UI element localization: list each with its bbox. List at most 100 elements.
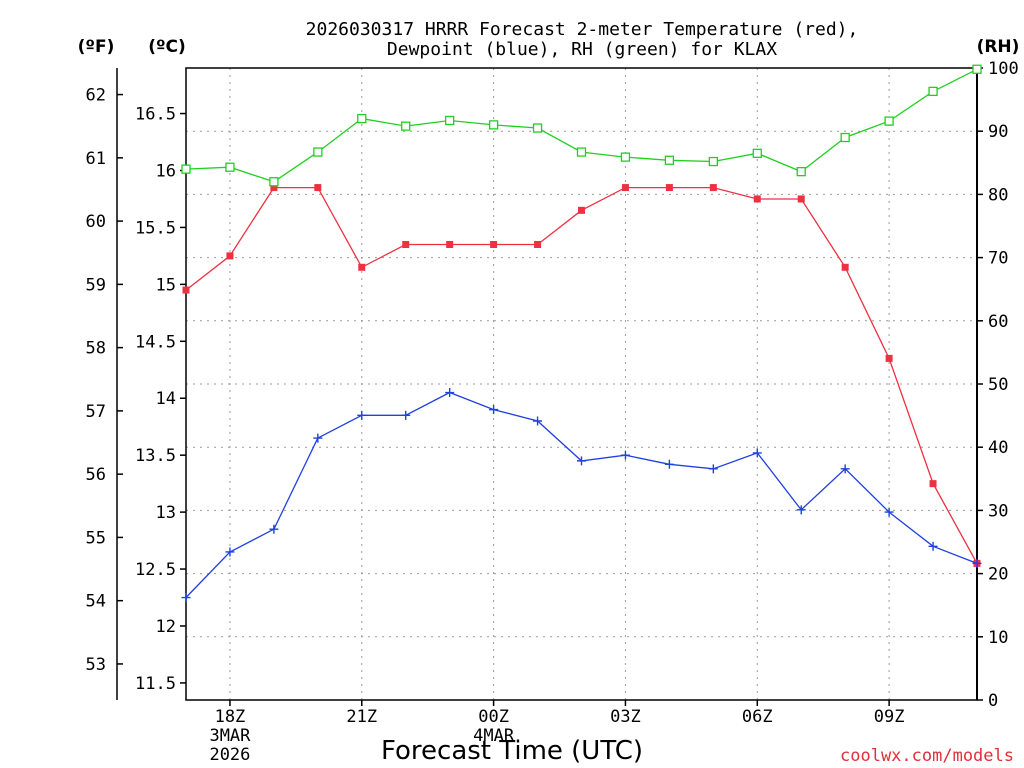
rh-tick-label: 40 xyxy=(988,438,1008,458)
temperature-marker xyxy=(490,241,498,249)
temperature-marker xyxy=(929,480,937,488)
celsius-tick-label: 13 xyxy=(156,503,176,523)
series-layer xyxy=(181,64,982,603)
rh-marker xyxy=(576,147,587,157)
fahrenheit-tick-label: 58 xyxy=(86,339,106,359)
celsius-tick-label: 15.5 xyxy=(135,218,176,238)
rh-tick-label: 70 xyxy=(988,249,1008,269)
temperature-marker xyxy=(314,184,322,192)
fahrenheit-unit-label: (ºF) xyxy=(78,37,115,57)
rh-tick-label: 0 xyxy=(988,691,998,711)
temperature-marker xyxy=(270,184,278,192)
credit-text: coolwx.com/models xyxy=(840,746,1014,766)
temperature-marker xyxy=(578,206,585,214)
chart-title-line-1: 2026030317 HRRR Forecast 2-meter Tempera… xyxy=(306,19,859,40)
chart-title-line-2: Dewpoint (blue), RH (green) for KLAX xyxy=(387,39,777,60)
celsius-tick-label: 12.5 xyxy=(135,560,176,580)
rh-marker xyxy=(972,64,982,74)
rh-marker xyxy=(532,123,543,133)
time-tick-label: 4MAR xyxy=(473,726,515,746)
rh-marker xyxy=(269,177,279,187)
temperature-marker xyxy=(841,263,849,271)
rh-line xyxy=(185,68,978,183)
dewpoint-marker xyxy=(269,524,279,534)
rh-tick-label: 80 xyxy=(988,185,1008,205)
temperature-marker xyxy=(182,286,190,294)
rh-marker xyxy=(620,152,631,162)
fahrenheit-tick-label: 54 xyxy=(86,592,106,612)
dewpoint-marker xyxy=(708,464,718,474)
fahrenheit-tick-label: 61 xyxy=(86,149,106,169)
grid-lines xyxy=(186,68,977,700)
dewpoint-marker xyxy=(357,410,367,420)
dewpoint-marker xyxy=(533,416,543,426)
celsius-tick-label: 16.5 xyxy=(135,105,176,125)
dewpoint-marker xyxy=(664,459,674,469)
rh-marker xyxy=(357,113,367,124)
temperature-marker xyxy=(665,184,673,192)
time-tick-label: 18Z xyxy=(215,707,246,727)
fahrenheit-tick-label: 57 xyxy=(86,402,106,422)
rh-marker xyxy=(884,116,894,126)
temperature-marker xyxy=(709,184,717,192)
dewpoint-marker xyxy=(401,410,411,420)
rh-tick-label: 50 xyxy=(988,375,1008,395)
rh-marker xyxy=(840,132,850,143)
rh-marker xyxy=(708,156,718,167)
rh-marker xyxy=(488,120,499,130)
dewpoint-marker xyxy=(972,558,982,568)
temperature-marker xyxy=(226,252,234,260)
celsius-tick-label: 16 xyxy=(156,161,176,181)
dewpoint-marker xyxy=(928,541,938,551)
fahrenheit-tick-label: 53 xyxy=(86,655,106,675)
fahrenheit-tick-label: 56 xyxy=(86,465,106,485)
temperature-marker xyxy=(402,241,410,249)
temperature-marker xyxy=(621,184,629,192)
celsius-tick-label: 14.5 xyxy=(135,332,176,352)
rh-series xyxy=(181,64,982,187)
celsius-axis: 11.5 12 12.5 13 13.5 14 14.5 15 15.5 16 16.5 xyxy=(135,105,186,694)
rh-marker xyxy=(928,86,938,97)
rh-tick-label: 30 xyxy=(988,501,1008,521)
rh-tick-label: 90 xyxy=(988,122,1008,142)
celsius-tick-label: 12 xyxy=(156,617,176,637)
temperature-line xyxy=(185,186,978,564)
rh-marker xyxy=(401,121,411,131)
dewpoint-marker xyxy=(445,388,455,398)
dewpoint-marker xyxy=(577,456,586,466)
time-tick-label: 21Z xyxy=(346,707,377,727)
temperature-marker xyxy=(753,195,761,203)
fahrenheit-tick-label: 62 xyxy=(86,86,106,106)
dewpoint-marker xyxy=(840,464,850,474)
temperature-marker xyxy=(446,241,454,249)
rh-tick-label: 20 xyxy=(988,565,1008,585)
rh-marker xyxy=(796,166,806,177)
rh-marker xyxy=(313,147,323,157)
time-tick-label: 06Z xyxy=(742,707,773,727)
rh-marker xyxy=(445,115,455,126)
dewpoint-series xyxy=(181,388,982,603)
fahrenheit-tick-label: 55 xyxy=(86,528,106,548)
celsius-tick-label: 13.5 xyxy=(135,446,176,466)
rh-tick-label: 100 xyxy=(988,59,1019,79)
temperature-series xyxy=(182,184,981,567)
dewpoint-marker xyxy=(225,547,235,557)
rh-marker xyxy=(752,148,762,158)
time-tick-label: 00Z xyxy=(478,707,509,727)
rh-tick-label: 10 xyxy=(988,628,1008,648)
temperature-marker xyxy=(885,354,893,362)
rh-marker xyxy=(181,164,191,174)
rh-marker xyxy=(664,155,675,165)
dewpoint-marker xyxy=(752,448,762,458)
dewpoint-marker xyxy=(620,450,630,460)
x-axis-title: Forecast Time (UTC) xyxy=(381,736,643,766)
dewpoint-marker xyxy=(884,507,894,517)
dewpoint-marker xyxy=(796,505,806,515)
time-tick-label: 03Z xyxy=(610,707,641,727)
dewpoint-marker xyxy=(313,433,323,443)
rh-tick-label: 60 xyxy=(988,312,1008,332)
rh-axis: 0 10 20 30 40 50 60 70 80 90 100 xyxy=(977,59,1019,711)
time-tick-label: 09Z xyxy=(874,707,905,727)
